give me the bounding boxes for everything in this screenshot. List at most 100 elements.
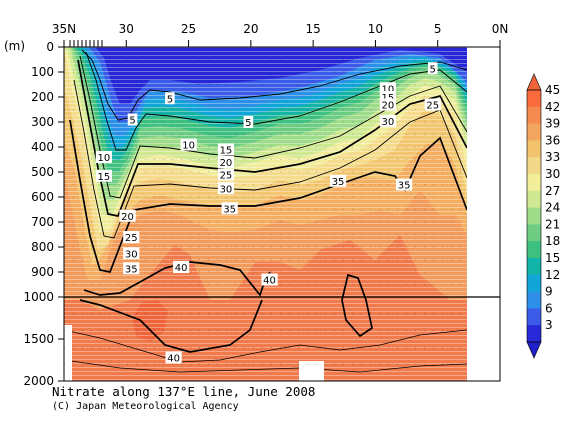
contour-line-39-thin [64, 329, 467, 363]
colorbar-segment [527, 190, 541, 208]
contour-label-bg [217, 168, 235, 181]
contour-label-bg [221, 202, 238, 215]
y-tick-label: 100 [31, 65, 54, 79]
station-marks [69, 40, 103, 47]
colorbar-label: 12 [545, 268, 560, 282]
contour-label: 10 [97, 153, 110, 164]
y-tick-label: 300 [31, 115, 54, 129]
y-tick-label: 1500 [23, 332, 54, 346]
colorbar-segment [527, 258, 541, 276]
colorbar-segment [527, 241, 541, 259]
contour-label-bg [427, 62, 438, 75]
contour-label-bg [119, 209, 136, 222]
contour-label: 35 [398, 181, 411, 192]
contour-line-10 [85, 51, 467, 151]
contour-line-30 [73, 79, 467, 239]
colorbar-segment [527, 325, 541, 343]
contour-label-bg [329, 174, 347, 187]
colorbar-bottom-arrow [526, 341, 542, 359]
y-tick-label: 500 [31, 165, 54, 179]
colorbar-segment [527, 106, 541, 124]
contour-label: 30 [220, 184, 233, 195]
y-tick-label: 800 [31, 240, 54, 254]
x-tick-label: 5 [434, 22, 442, 36]
contour-label-bg [217, 143, 235, 156]
contour-label: 25 [125, 233, 138, 244]
colorbar-label: 36 [545, 133, 560, 147]
contour-label: 30 [125, 249, 138, 260]
contour-label-bg [379, 98, 396, 111]
contour-line-41-thin [64, 359, 467, 373]
y-tick-label: 600 [31, 190, 54, 204]
contour-label: 30 [382, 117, 395, 128]
plot-frame [63, 46, 501, 382]
colorbar-segment [527, 174, 541, 192]
missing-data-patch [299, 361, 324, 381]
x-tick-label: 35N [52, 22, 76, 36]
contour-label: 25 [426, 101, 439, 112]
colorbar-segment [527, 90, 541, 108]
contour-label-bg [172, 261, 190, 273]
y-tick-label: 400 [31, 140, 54, 154]
contour-label-bg [127, 113, 138, 126]
contour-label: 15 [220, 146, 233, 157]
contour-label-bg [261, 273, 278, 286]
contour-label-bg [123, 262, 140, 275]
colorbar-label: 15 [545, 251, 560, 265]
x-axis: 35N 30 25 20 15 10 5 0N [52, 22, 508, 47]
contour-label: 35 [125, 264, 138, 275]
chart-title: Nitrate along 137°E line, June 2008 [52, 384, 316, 399]
colorbar-label: 39 [545, 117, 560, 131]
contour-label-bg [95, 151, 112, 163]
y-axis: 0 100 200 300 400 500 600 700 800 900 1000 1500 2000 [23, 40, 467, 388]
y-tick-label: 1000 [23, 290, 54, 304]
colorbar-segment [527, 157, 541, 175]
colorbar-label: 9 [545, 285, 553, 299]
colorbar-label: 21 [545, 217, 560, 231]
contour-label: 40 [167, 353, 180, 364]
contour-label-bg [243, 116, 254, 128]
contour-label: 5 [245, 118, 251, 129]
contour-label-bg [395, 178, 413, 191]
contour-label: 40 [263, 276, 276, 287]
colorbar-segment [527, 140, 541, 158]
missing-data [64, 47, 500, 381]
colorbar-segment [527, 224, 541, 242]
contour-labels: 5555101010151515202020252525303030353535… [95, 62, 441, 364]
x-tick-label: 30 [119, 22, 134, 36]
contour-label: 10 [182, 141, 195, 152]
x-tick-label: 0N [492, 22, 509, 36]
y-tick-label: 0 [46, 40, 54, 54]
contour-label-bg [180, 138, 197, 151]
contour-label: 15 [97, 172, 110, 183]
colorbar: 45 42 39 36 33 30 27 24 21 18 15 12 9 6 3 [526, 73, 560, 359]
contour-label-bg [165, 92, 175, 105]
colorbar-segment [527, 291, 541, 309]
contour-label: 5 [129, 116, 135, 127]
contour-label-bg [123, 231, 140, 243]
contour-label-bg [217, 156, 235, 168]
missing-data-left [64, 325, 72, 381]
colorbar-segment [527, 123, 541, 141]
colorbar-label: 18 [545, 234, 560, 248]
colorbar-label: 42 [545, 100, 560, 114]
y-tick-label: 900 [31, 265, 54, 279]
colorbar-label: 6 [545, 301, 553, 315]
contour-label: 10 [382, 84, 395, 95]
contour-line-40-loop [341, 273, 373, 338]
contour-label-bg [95, 169, 112, 182]
contour-label-bg [165, 351, 182, 364]
chart-credit: (C) Japan Meteorological Agency [52, 401, 239, 412]
contour-label: 20 [382, 101, 395, 112]
contour-label: 20 [121, 212, 134, 223]
colorbar-label: 30 [545, 167, 560, 181]
colorbar-top-arrow [526, 73, 542, 91]
x-tick-label: 10 [368, 22, 383, 36]
y-tick-label: 700 [31, 215, 54, 229]
colorbar-segment [527, 207, 541, 225]
contour-line-40-lower [79, 299, 263, 353]
colorbar-label: 27 [545, 184, 560, 198]
colorbar-segment [527, 308, 541, 326]
contour-label: 5 [430, 64, 436, 75]
